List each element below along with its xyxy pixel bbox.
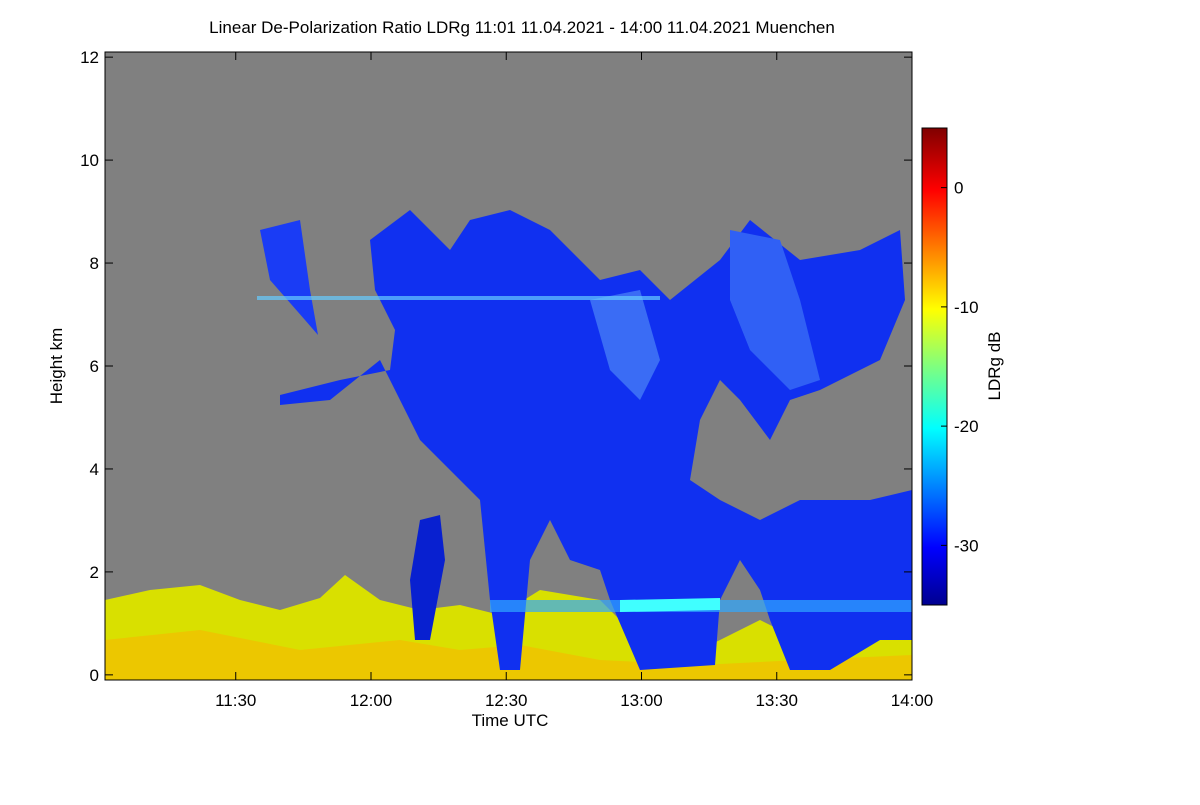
y-tick-label: 2 <box>90 563 99 582</box>
x-tick-label: 13:00 <box>620 691 663 710</box>
y-tick-label: 8 <box>90 254 99 273</box>
y-axis-label: Height km <box>47 328 66 405</box>
x-tick-label: 14:00 <box>891 691 934 710</box>
colorbar <box>921 127 948 606</box>
y-tick-label: 10 <box>80 151 99 170</box>
y-tick-label: 12 <box>80 48 99 67</box>
x-tick-label: 12:00 <box>350 691 393 710</box>
y-tick-label: 4 <box>90 460 99 479</box>
x-axis-label: Time UTC <box>472 711 549 730</box>
y-tick-label: 0 <box>90 666 99 685</box>
x-tick-label: 12:30 <box>485 691 528 710</box>
x-tick-label: 11:30 <box>215 691 256 710</box>
colorbar-tick-label: 0 <box>954 179 963 198</box>
colorbar-tick-label: -20 <box>954 417 979 436</box>
colorbar-label: LDRg dB <box>985 332 1004 401</box>
chart-title: Linear De-Polarization Ratio LDRg 11:01 … <box>209 18 835 37</box>
colorbar-tick-label: -30 <box>954 536 979 555</box>
y-tick-label: 6 <box>90 357 99 376</box>
x-tick-label: 13:30 <box>755 691 798 710</box>
heatmap <box>105 52 912 680</box>
colorbar-tick-label: -10 <box>954 298 979 317</box>
